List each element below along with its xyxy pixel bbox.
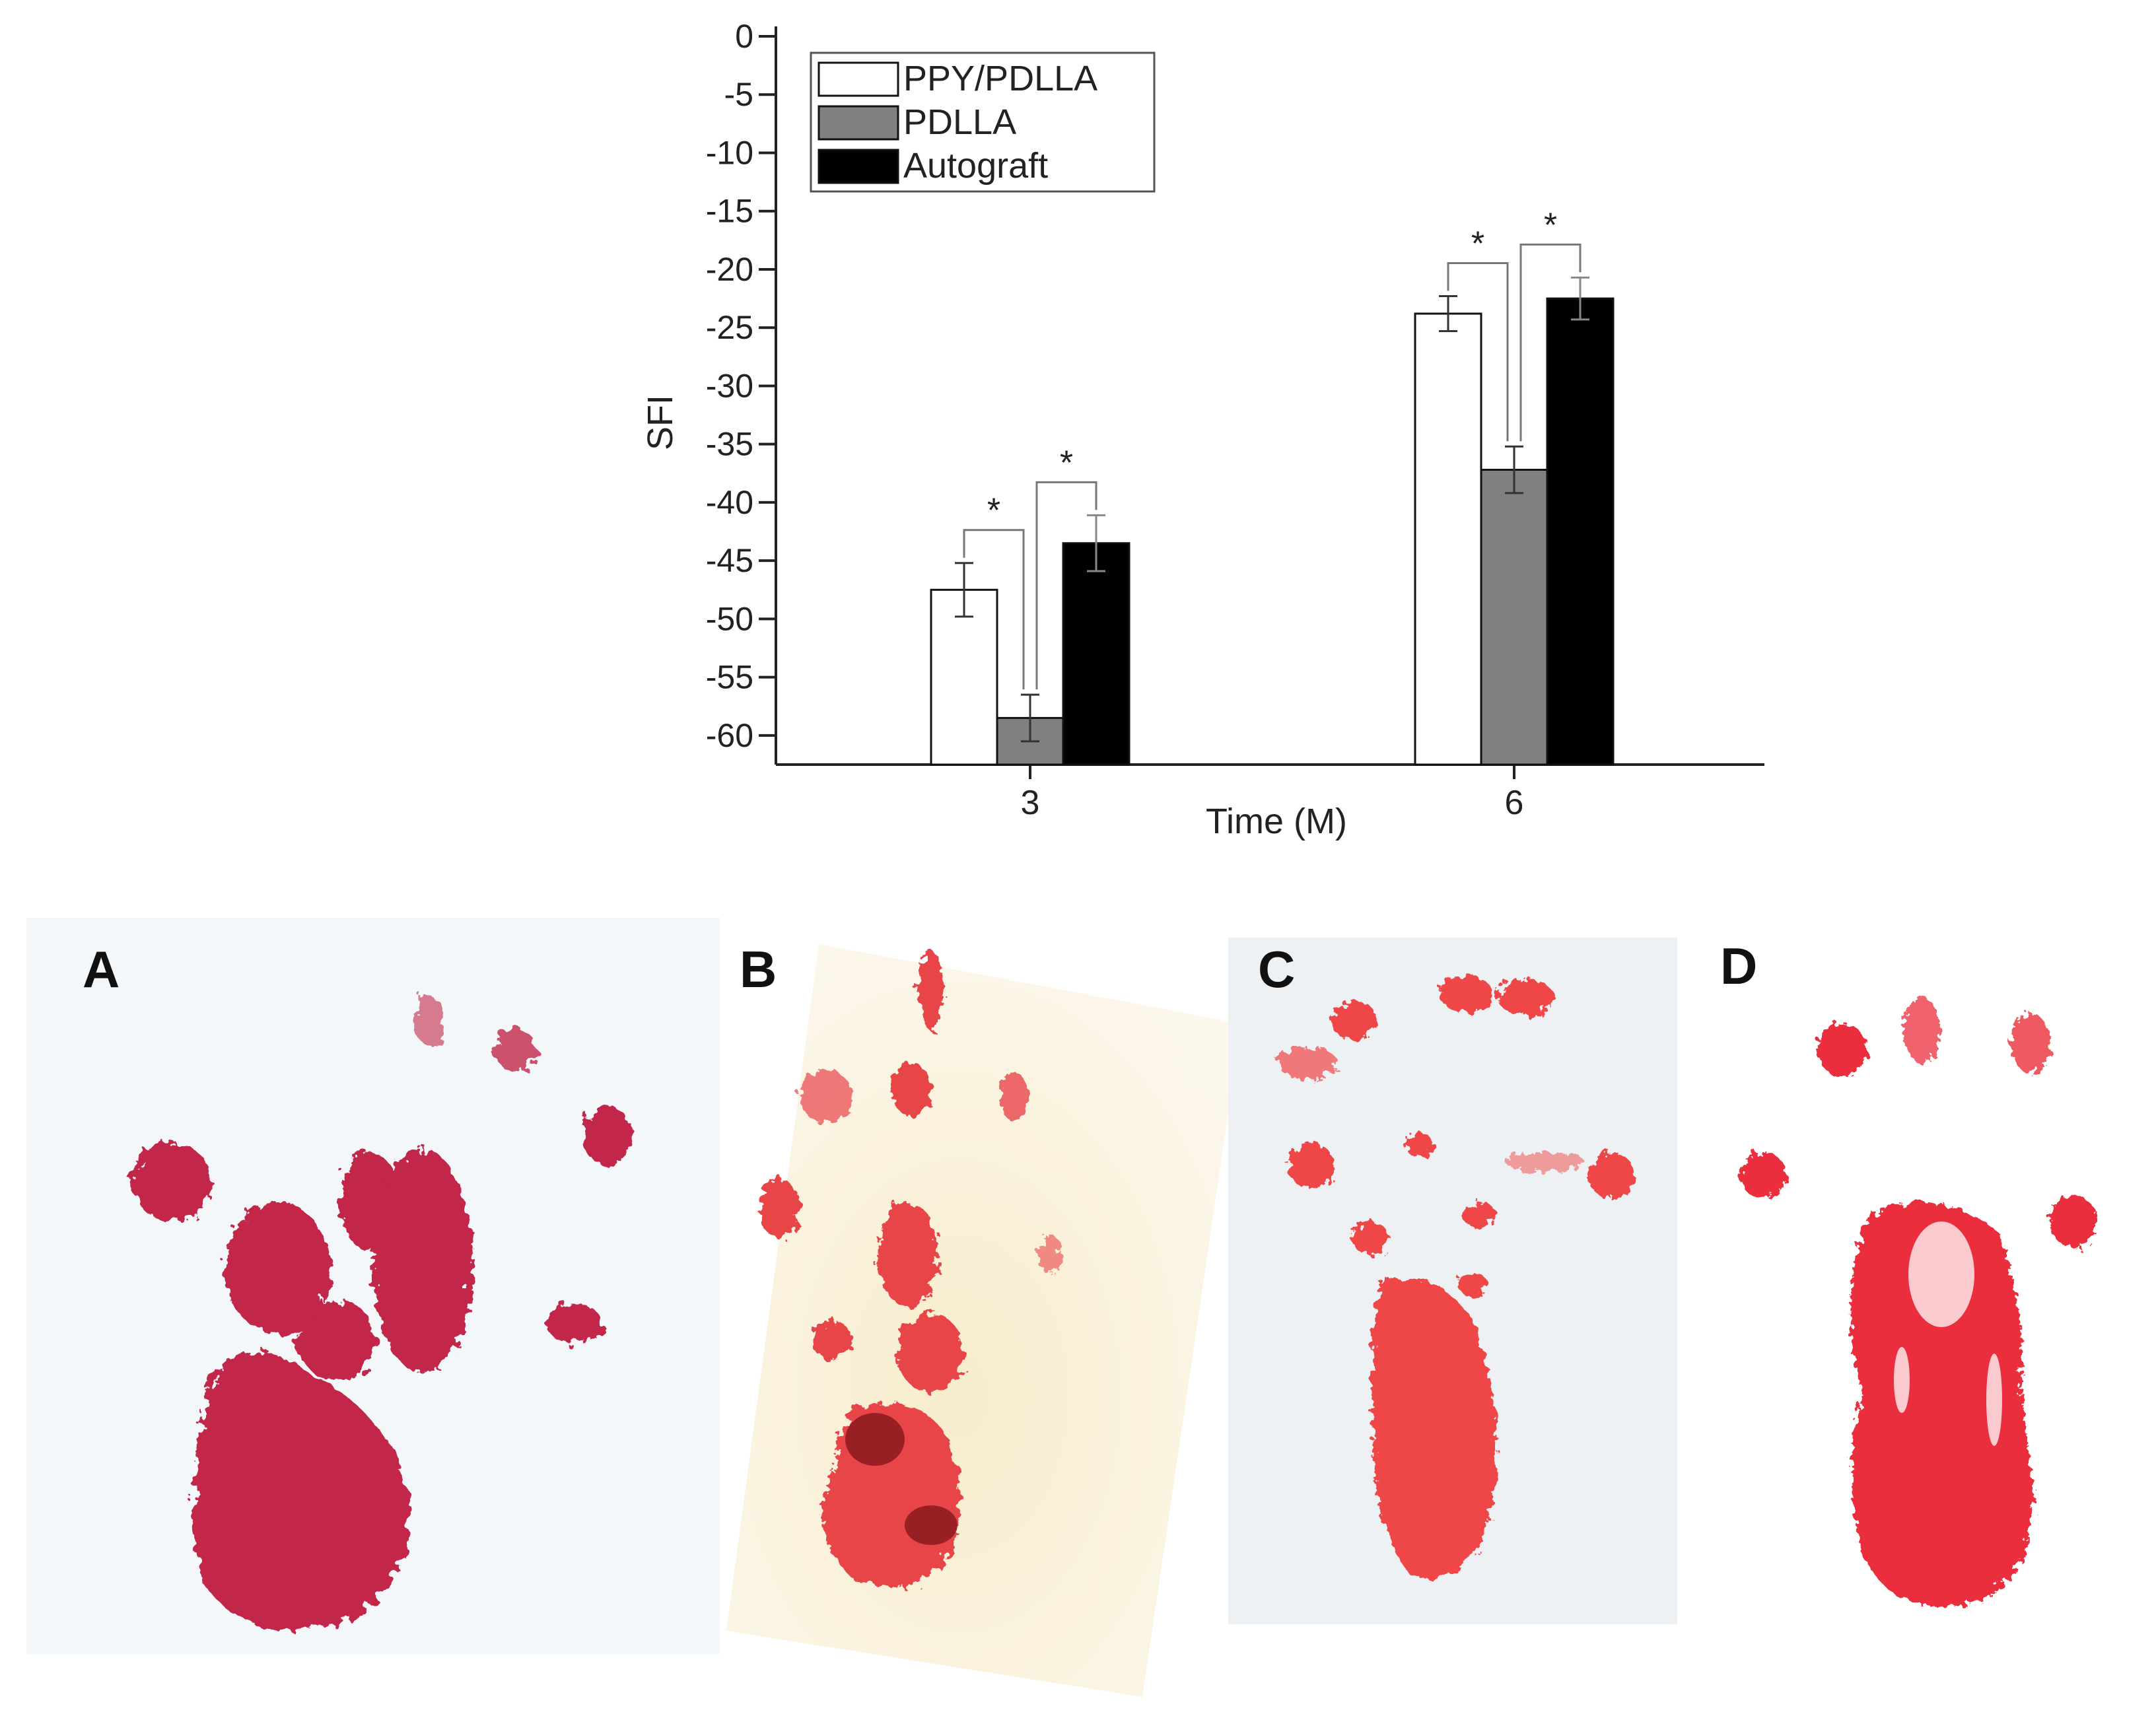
- footprint-c: [1278, 975, 1634, 1580]
- footprint-highlights: [1894, 1221, 2002, 1446]
- y-axis: 0 -5 -10 -15 -20 -25 -30 -35 -40 -45 -50 -55 -60: [706, 18, 777, 765]
- y-tick-label: -15: [706, 193, 753, 230]
- x-tick-label: 6: [1505, 784, 1524, 822]
- panel-label-a: A: [83, 940, 120, 998]
- legend-label: PPY/PDLLA: [903, 59, 1097, 98]
- photo-panel-b: B: [720, 918, 1248, 1697]
- significance-star: *: [987, 492, 1000, 530]
- y-tick-label: -25: [706, 309, 753, 346]
- bar-autograft: [1062, 542, 1130, 766]
- x-axis-label: Time (M): [1206, 802, 1347, 841]
- y-tick-label: -40: [706, 484, 753, 521]
- photo-panel-d: D: [1690, 918, 2126, 1644]
- panel-label-c: C: [1258, 940, 1295, 998]
- significance-bracket: [963, 529, 1025, 690]
- footprint-d: [1740, 997, 2097, 1607]
- y-tick-label: -35: [706, 426, 753, 463]
- y-tick-label: -55: [706, 659, 753, 696]
- y-axis-label: SFI: [641, 395, 680, 450]
- legend-swatch: [817, 105, 899, 141]
- significance-brackets: * * * *: [963, 206, 1582, 690]
- legend-swatch: [817, 149, 899, 184]
- bar-ppy-pdlla: [930, 588, 998, 766]
- bar-pdlla: [1480, 469, 1548, 766]
- significance-bracket: [1035, 481, 1097, 690]
- panel-background: [726, 944, 1241, 1697]
- y-tick-label: -20: [706, 251, 753, 288]
- significance-star: *: [1544, 206, 1557, 244]
- legend-swatch: [817, 61, 899, 97]
- x-tick-label: 3: [1021, 784, 1040, 822]
- footprint-b: [759, 951, 1062, 1587]
- y-tick-label: -50: [706, 600, 753, 637]
- dark-ink-blobs: [845, 1413, 957, 1545]
- y-tick-label: -45: [706, 542, 753, 579]
- significance-star: *: [1471, 225, 1484, 263]
- y-tick-label: -10: [706, 134, 753, 171]
- bar-series: [930, 276, 1615, 766]
- y-tick-label: -60: [706, 717, 753, 754]
- legend-label: PDLLA: [903, 102, 1016, 142]
- legend-label: Autograft: [903, 146, 1048, 186]
- footprint-a: [132, 995, 633, 1630]
- photo-panel-a: A: [26, 918, 720, 1654]
- panel-label-b: B: [740, 940, 777, 998]
- bar-ppy-pdlla: [1414, 312, 1482, 766]
- significance-bracket: [1519, 243, 1582, 442]
- y-tick-label: -30: [706, 367, 753, 404]
- significance-bracket: [1447, 262, 1509, 442]
- photo-panel-c: C: [1228, 938, 1677, 1624]
- y-tick-label: 0: [735, 18, 753, 55]
- significance-star: *: [1060, 444, 1073, 482]
- bar-autograft: [1546, 297, 1615, 766]
- panel-label-d: D: [1720, 937, 1757, 995]
- y-tick-label: -5: [724, 76, 753, 113]
